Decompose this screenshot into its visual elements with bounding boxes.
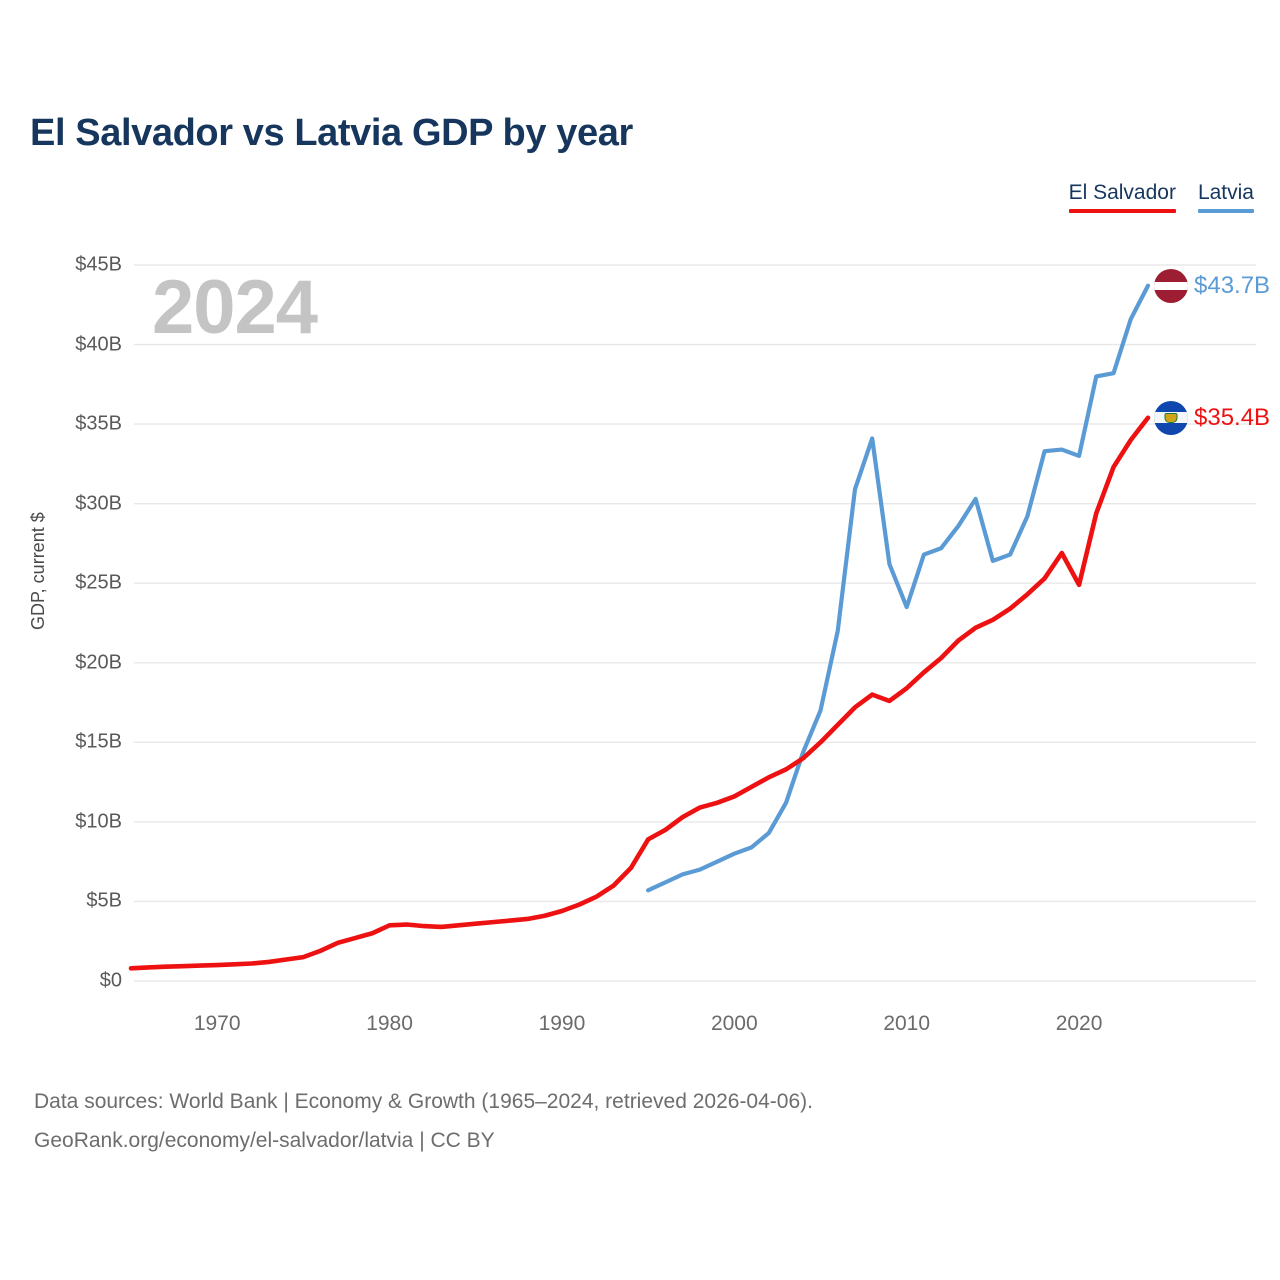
y-tick-label: $30B (75, 492, 122, 515)
legend-label-el-salvador: El Salvador (1068, 181, 1176, 204)
el-salvador-flag-icon (1154, 400, 1188, 435)
x-tick-label: 2010 (883, 1012, 931, 1035)
y-tick-label: $20B (75, 651, 122, 674)
latvia-flag-icon (1154, 268, 1188, 303)
y-tick-label: $10B (75, 810, 122, 833)
x-tick-label: 1990 (538, 1012, 586, 1035)
y-tick-label: $15B (75, 730, 122, 753)
x-tick-label: 1980 (366, 1012, 413, 1035)
end-value-el-salvador: $35.4B (1194, 403, 1271, 431)
legend-rule-el-salvador (1068, 209, 1176, 213)
end-marker-latvia[interactable]: $43.7B (1154, 268, 1271, 303)
series-line-latvia (646, 283, 1151, 893)
end-value-latvia: $43.7B (1194, 271, 1271, 299)
chart-gridlines (134, 264, 1256, 982)
y-tick-label: $5B (86, 889, 122, 912)
y-tick-label: $40B (75, 333, 122, 356)
y-tick-label: $0 (99, 969, 122, 992)
y-tick-label: $35B (75, 412, 122, 435)
x-tick-label: 2020 (1055, 1012, 1103, 1035)
x-tick-label: 2000 (710, 1012, 758, 1035)
chart-legend: El Salvador Latvia (1068, 180, 1254, 213)
footer-sources: Data sources: World Bank | Economy & Gro… (34, 1082, 813, 1160)
footer-line-2: GeoRank.org/economy/el-salvador/latvia |… (34, 1129, 495, 1152)
year-watermark: 2024 (152, 265, 318, 350)
y-axis-label: GDP, current $ (28, 512, 48, 630)
legend-item-el-salvador[interactable]: El Salvador (1068, 180, 1176, 213)
y-tick-label: $25B (75, 571, 122, 594)
y-tick-label: $45B (75, 253, 122, 276)
series-line-el-salvador (128, 415, 1151, 971)
x-tick-label: 1970 (193, 1012, 241, 1035)
footer-line-1: Data sources: World Bank | Economy & Gro… (34, 1090, 813, 1113)
legend-label-latvia: Latvia (1197, 181, 1254, 204)
legend-item-latvia[interactable]: Latvia (1197, 180, 1254, 213)
legend-rule-latvia (1197, 209, 1254, 213)
page-title: El Salvador vs Latvia GDP by year (30, 112, 633, 154)
end-marker-el-salvador[interactable]: $35.4B (1154, 400, 1271, 435)
